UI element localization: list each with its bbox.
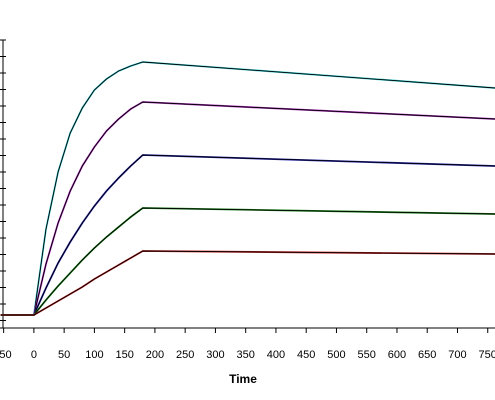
fit-line bbox=[0, 154, 495, 316]
data-line bbox=[0, 101, 495, 316]
x-tick-label: 750 bbox=[479, 349, 495, 361]
data-line bbox=[0, 207, 495, 316]
x-tick-label: 50 bbox=[58, 349, 70, 361]
x-tick-label: 300 bbox=[206, 349, 224, 361]
x-tick-label: 100 bbox=[85, 349, 103, 361]
x-tick-label: 400 bbox=[267, 349, 285, 361]
fit-line bbox=[0, 61, 495, 316]
fit-line bbox=[0, 207, 495, 316]
fit-line bbox=[0, 101, 495, 316]
x-tick-label: 500 bbox=[327, 349, 345, 361]
x-tick-label: 150 bbox=[115, 349, 133, 361]
x-tick-label: -50 bbox=[0, 349, 12, 361]
x-axis-label: Time bbox=[229, 372, 257, 386]
x-tick-label: 650 bbox=[418, 349, 436, 361]
data-line bbox=[0, 250, 495, 316]
x-tick-label: 550 bbox=[358, 349, 376, 361]
x-tick-label: 200 bbox=[146, 349, 164, 361]
data-line bbox=[0, 61, 495, 316]
x-tick-label: 450 bbox=[297, 349, 315, 361]
x-tick-label: 250 bbox=[176, 349, 194, 361]
x-tick-label: 0 bbox=[31, 349, 37, 361]
x-tick-label: 600 bbox=[388, 349, 406, 361]
x-tick-label: 350 bbox=[237, 349, 255, 361]
fit-line bbox=[0, 250, 495, 316]
x-tick-label: 700 bbox=[448, 349, 466, 361]
